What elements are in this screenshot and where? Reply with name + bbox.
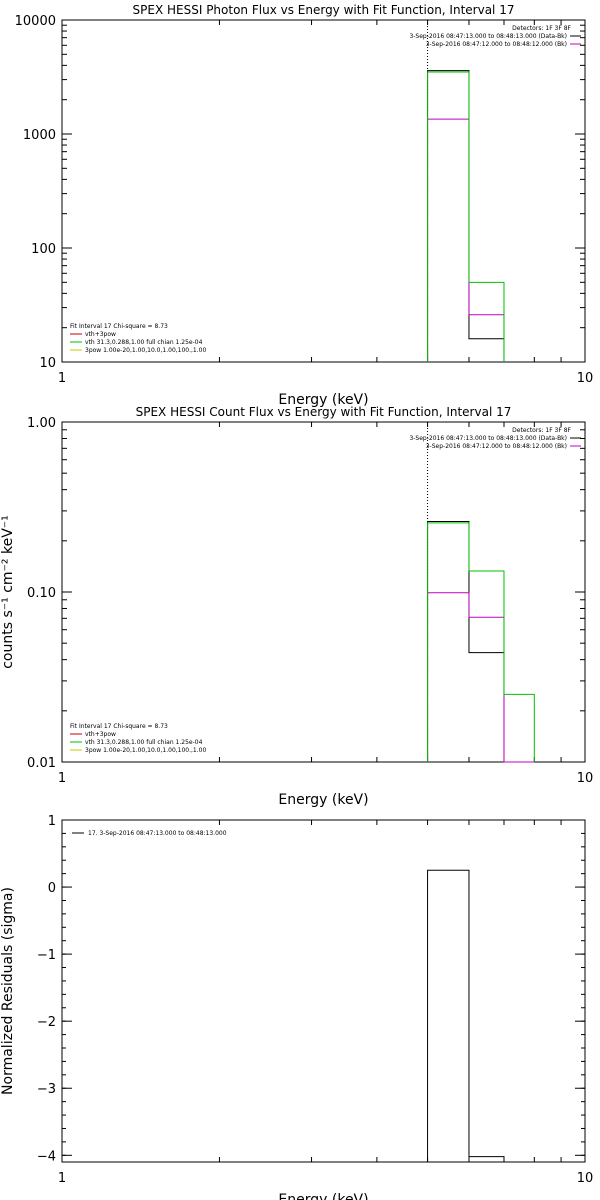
histogram-series-1 [427, 118, 505, 362]
legend-entry: Detectors: 1F 3F 8F [512, 25, 571, 32]
y-tick-label: 10 [39, 356, 56, 371]
y-axis-label: Normalized Residuals (sigma) [0, 887, 16, 1095]
legend-entry: 17. 3-Sep-2016 08:47:13.000 to 08:48:13.… [88, 830, 227, 837]
legend-entry: 3pow 1.00e-20,1.00,10.0,1.00,100.,1.00 [85, 347, 206, 354]
legend-entry: 3pow 1.00e-20,1.00,10.0,1.00,100.,1.00 [85, 747, 206, 754]
y-tick-label: −4 [37, 1149, 56, 1164]
x-tick-label: 10 [577, 1171, 594, 1186]
y-tick-label: 10000 [15, 14, 56, 29]
legend-entry: vth+3pow [85, 731, 116, 738]
histogram-series-2 [427, 522, 535, 762]
histogram-series-0 [427, 869, 505, 1162]
y-tick-label: −2 [37, 1015, 56, 1030]
chart-title: SPEX HESSI Count Flux vs Energy with Fit… [136, 405, 512, 419]
legend-entry: vth 31.3,0.288,1.00 full chian 1.25e-04 [85, 339, 203, 346]
y-tick-label: 1.00 [27, 416, 56, 431]
legend-entry: vth+3pow [85, 331, 116, 338]
plot-frame [61, 421, 586, 763]
x-axis-label: Energy (keV) [278, 792, 368, 808]
legend-entry: 3-Sep-2016 08:47:13.000 to 08:48:13.000 … [409, 435, 567, 442]
y-axis-label: counts s⁻¹ cm⁻² keV⁻¹ [0, 515, 16, 669]
x-tick-label: 1 [58, 771, 66, 786]
chart-title: SPEX HESSI Photon Flux vs Energy with Fi… [133, 3, 515, 17]
x-axis-label: Energy (keV) [278, 1192, 368, 1200]
x-axis-label: Energy (keV) [278, 392, 368, 408]
x-tick-label: 1 [58, 1171, 66, 1186]
legend-entry: 3-Sep-2016 08:47:12.000 to 08:48:12.000 … [426, 41, 567, 48]
x-tick-label: 10 [577, 371, 594, 386]
y-tick-label: 0 [48, 881, 56, 896]
legend-entry: 3-Sep-2016 08:47:12.000 to 08:48:12.000 … [426, 443, 567, 450]
x-tick-label: 1 [58, 371, 66, 386]
legend-entry: vth 31.3,0.288,1.00 full chian 1.25e-04 [85, 739, 203, 746]
y-tick-label: 1000 [23, 128, 56, 143]
plot-frame [61, 19, 586, 363]
y-tick-label: 100 [31, 242, 56, 257]
x-tick-label: 10 [577, 771, 594, 786]
histogram-series-0 [427, 70, 505, 362]
plot-frame [61, 819, 586, 1163]
histogram-series-2 [427, 71, 505, 362]
histogram-series-1 [427, 592, 535, 763]
y-tick-label: 1 [48, 814, 56, 829]
y-tick-label: −3 [37, 1082, 56, 1097]
legend-entry: Fit Interval 17 Chi-square = 8.73 [70, 323, 168, 330]
legend-entry: Fit Interval 17 Chi-square = 8.73 [70, 723, 168, 730]
y-tick-label: 0.10 [27, 586, 56, 601]
y-tick-label: −1 [37, 948, 56, 963]
y-tick-label: 0.01 [27, 756, 56, 771]
legend-entry: Detectors: 1F 3F 8F [512, 427, 571, 434]
legend-entry: 3-Sep-2016 08:47:13.000 to 08:48:13.000 … [409, 33, 567, 40]
histogram-series-0 [427, 520, 505, 762]
